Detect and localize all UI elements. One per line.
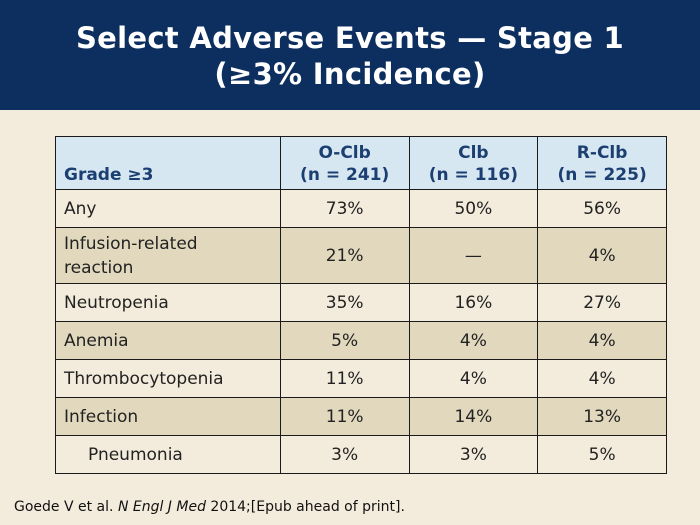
table-row: Any 73% 50% 56% xyxy=(55,189,667,228)
row-label: Thrombocytopenia xyxy=(55,359,281,398)
header-clb: Clb (n = 116) xyxy=(408,136,539,190)
slide-title: Select Adverse Events — Stage 1 (≥3% Inc… xyxy=(0,0,700,110)
table-row: Thrombocytopenia 11% 4% 4% xyxy=(55,359,667,398)
cell-r-clb: 27% xyxy=(537,283,667,322)
cell-o-clb: 11% xyxy=(279,397,410,436)
cell-clb: 14% xyxy=(408,397,539,436)
header-grade-label: Grade ≥3 xyxy=(64,165,154,185)
citation-prefix: Goede V et al. xyxy=(14,499,118,515)
cell-r-clb: 4% xyxy=(537,359,667,398)
cell-o-clb: 35% xyxy=(279,283,410,322)
row-label: Infusion-related reaction xyxy=(55,227,281,284)
cell-o-clb: 11% xyxy=(279,359,410,398)
cell-r-clb: 5% xyxy=(537,435,667,474)
cell-clb: — xyxy=(408,227,539,284)
cell-o-clb: 21% xyxy=(279,227,410,284)
header-r-clb-n: (n = 225) xyxy=(557,165,647,185)
header-r-clb: R-Clb (n = 225) xyxy=(537,136,667,190)
citation-suffix: 2014;[Epub ahead of print]. xyxy=(205,499,405,515)
table-row: Infection 11% 14% 13% xyxy=(55,397,667,436)
title-line-1: Select Adverse Events — Stage 1 xyxy=(75,21,625,55)
header-clb-n: (n = 116) xyxy=(428,165,518,185)
cell-o-clb: 3% xyxy=(279,435,410,474)
header-clb-name: Clb xyxy=(458,143,489,163)
citation: Goede V et al. N Engl J Med 2014;[Epub a… xyxy=(14,499,405,515)
cell-o-clb: 5% xyxy=(279,321,410,360)
cell-r-clb: 4% xyxy=(537,227,667,284)
adverse-events-table: Grade ≥3 O-Clb (n = 241) Clb (n = 116) R… xyxy=(55,136,667,474)
row-label: Neutropenia xyxy=(55,283,281,322)
cell-r-clb: 56% xyxy=(537,189,667,228)
header-o-clb: O-Clb (n = 241) xyxy=(279,136,410,190)
cell-clb: 4% xyxy=(408,359,539,398)
table-row: Anemia 5% 4% 4% xyxy=(55,321,667,360)
row-label: Any xyxy=(55,189,281,228)
cell-r-clb: 4% xyxy=(537,321,667,360)
title-line-2: (≥3% Incidence) xyxy=(214,57,486,91)
cell-clb: 4% xyxy=(408,321,539,360)
table-header-row: Grade ≥3 O-Clb (n = 241) Clb (n = 116) R… xyxy=(55,136,667,190)
row-label: Pneumonia xyxy=(55,435,281,474)
cell-clb: 50% xyxy=(408,189,539,228)
table-row: Pneumonia 3% 3% 5% xyxy=(55,435,667,474)
cell-clb: 3% xyxy=(408,435,539,474)
row-label: Infection xyxy=(55,397,281,436)
header-grade: Grade ≥3 xyxy=(55,136,281,190)
cell-r-clb: 13% xyxy=(537,397,667,436)
table-row: Neutropenia 35% 16% 27% xyxy=(55,283,667,322)
table-row: Infusion-related reaction 21% — 4% xyxy=(55,227,667,284)
cell-clb: 16% xyxy=(408,283,539,322)
header-o-clb-name: O-Clb xyxy=(318,143,371,163)
header-o-clb-n: (n = 241) xyxy=(300,165,390,185)
cell-o-clb: 73% xyxy=(279,189,410,228)
header-r-clb-name: R-Clb xyxy=(576,143,628,163)
citation-journal: N Engl J Med xyxy=(117,499,206,515)
row-label: Anemia xyxy=(55,321,281,360)
